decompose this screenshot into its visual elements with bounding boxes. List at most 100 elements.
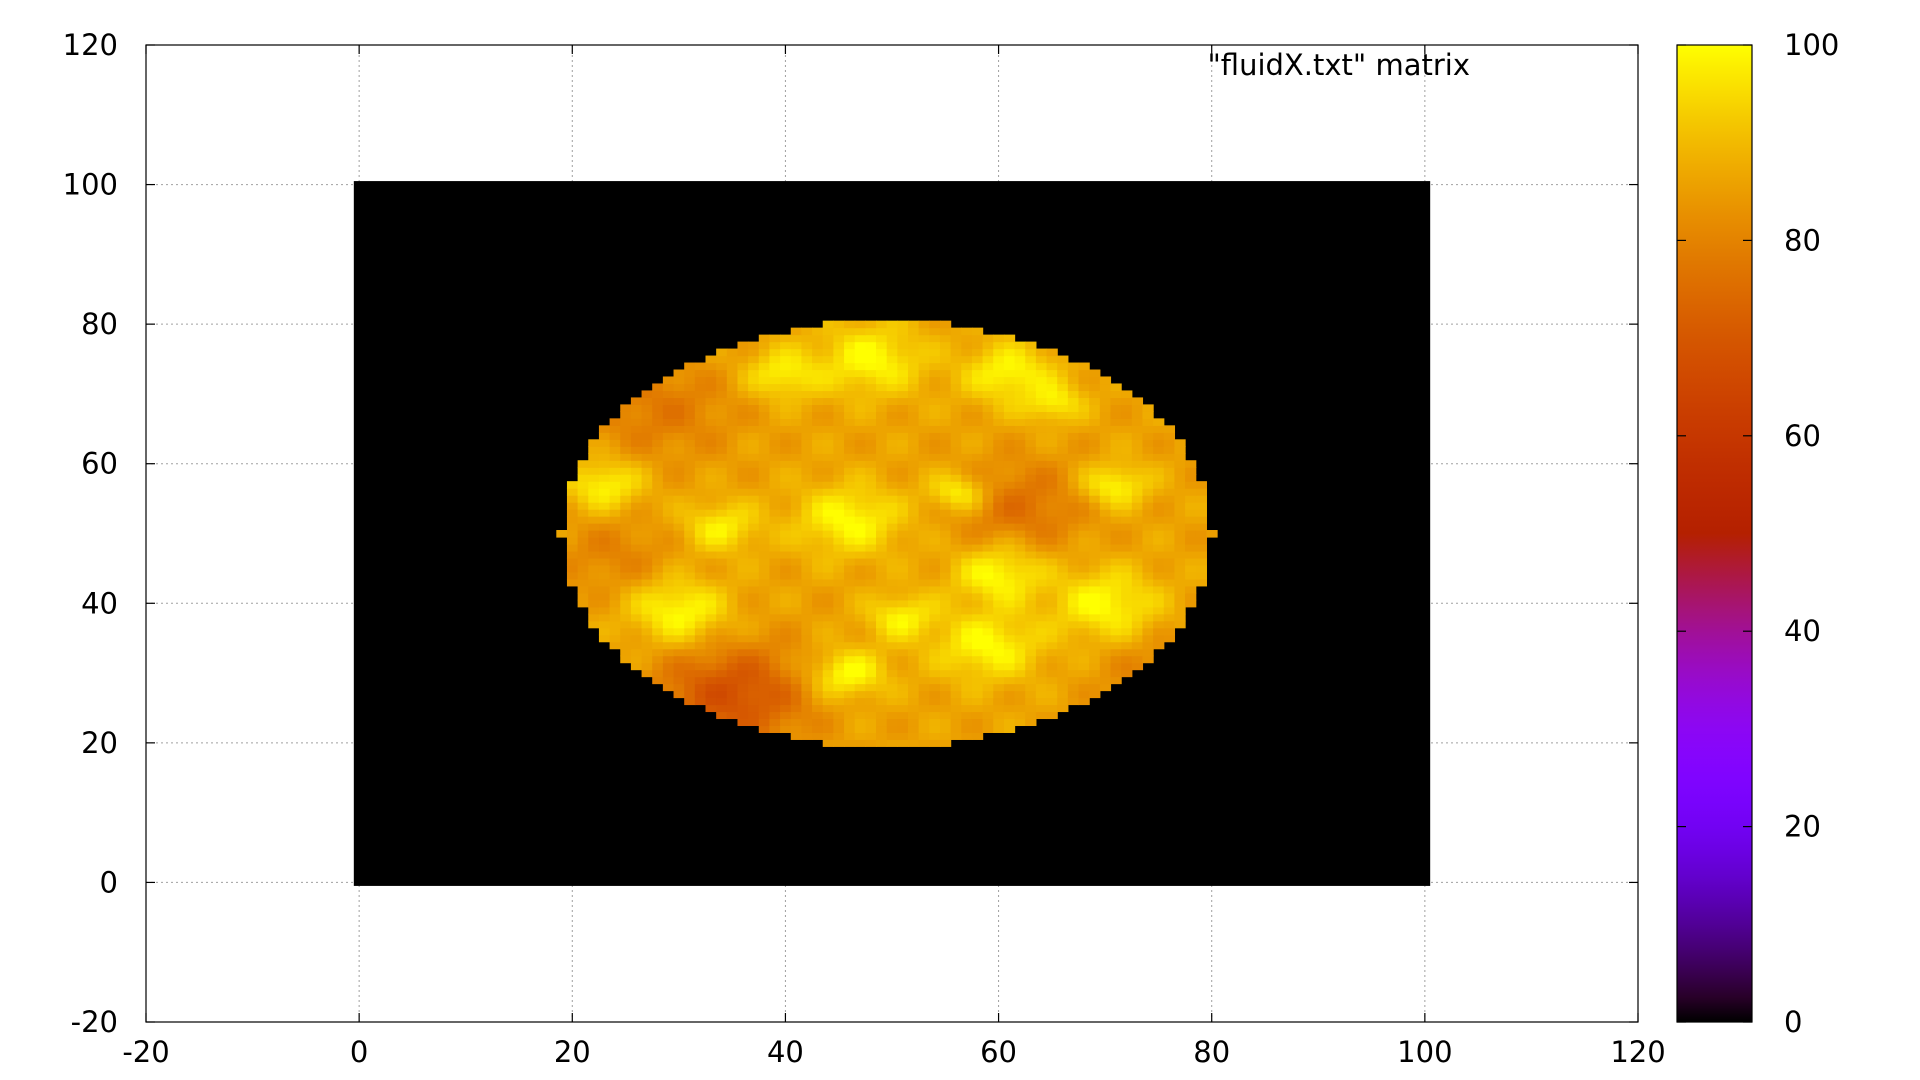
heatmap-cell (822, 341, 834, 350)
heatmap-cell (1142, 516, 1154, 524)
heatmap-cell (1110, 411, 1122, 419)
heatmap-cell (609, 620, 621, 629)
heatmap-cell (1163, 592, 1176, 601)
heatmap-cell (737, 523, 749, 531)
heatmap-cell (918, 606, 930, 615)
heatmap-cell (1078, 362, 1090, 371)
heatmap-cell (716, 502, 728, 510)
heatmap-cell (844, 348, 856, 357)
heatmap-cell (748, 641, 760, 650)
heatmap-cell (705, 376, 717, 385)
heatmap-cell (1131, 620, 1144, 629)
heatmap-cell (598, 550, 611, 559)
heatmap-cell (684, 697, 696, 706)
heatmap-cell (854, 620, 866, 629)
heatmap-cell (769, 725, 781, 733)
heatmap-cell (812, 564, 824, 573)
heatmap-cell (971, 397, 984, 405)
heatmap-cell (993, 509, 1005, 517)
heatmap-cell (993, 341, 1005, 350)
heatmap-cell (982, 690, 994, 699)
heatmap-cell (758, 543, 771, 552)
heatmap-cell (705, 536, 717, 545)
heatmap-cell (844, 634, 856, 643)
heatmap-cell (748, 718, 760, 727)
heatmap-cell (993, 606, 1005, 615)
heatmap-cell (822, 578, 834, 587)
heatmap-cell (982, 620, 994, 629)
heatmap-cell (1014, 355, 1026, 364)
heatmap-cell (1131, 648, 1144, 657)
heatmap-cell (684, 676, 696, 685)
heatmap-cell (716, 523, 728, 531)
heatmap-cell (993, 627, 1005, 636)
heatmap-cell (961, 683, 973, 692)
heatmap-cell (897, 404, 909, 412)
heatmap-cell (1014, 502, 1026, 510)
heatmap-cell (1142, 509, 1154, 517)
heatmap-cell (758, 725, 771, 733)
heatmap-cell (598, 599, 611, 608)
heatmap-cell (1025, 662, 1037, 671)
heatmap-cell (1121, 641, 1133, 650)
heatmap-cell (1035, 362, 1048, 371)
heatmap-cell (737, 543, 749, 552)
heatmap-cell (939, 550, 952, 559)
heatmap-cell (1067, 620, 1080, 629)
heatmap-cell (641, 655, 653, 664)
heatmap-cell (801, 536, 813, 545)
heatmap-cell (961, 509, 973, 517)
heatmap-cell (1046, 704, 1058, 713)
heatmap-cell (1174, 606, 1186, 615)
heatmap-cell (993, 425, 1005, 433)
heatmap-cell (1163, 599, 1176, 608)
heatmap-cell (1003, 502, 1016, 510)
heatmap-cell (1153, 627, 1165, 636)
heatmap-cell (780, 606, 792, 615)
heatmap-cell (1185, 488, 1197, 496)
heatmap-cell (620, 648, 632, 657)
heatmap-cell (854, 564, 866, 573)
heatmap-cell (971, 481, 984, 489)
heatmap-cell (1003, 641, 1016, 650)
heatmap-cell (812, 474, 824, 482)
heatmap-cell (876, 599, 888, 608)
heatmap-cell (737, 718, 749, 727)
heatmap-cell (1142, 536, 1154, 545)
heatmap-cell (1131, 425, 1144, 433)
heatmap-cell (918, 718, 930, 727)
heatmap-cell (801, 509, 813, 517)
heatmap-cell (630, 530, 643, 538)
heatmap-cell (897, 557, 909, 566)
heatmap-cell (705, 516, 717, 524)
heatmap-cell (1046, 711, 1058, 720)
heatmap-cell (705, 460, 717, 468)
heatmap-cell (758, 362, 771, 371)
heatmap-cell (929, 536, 941, 545)
heatmap-cell (662, 418, 675, 426)
heatmap-cell (1025, 704, 1037, 713)
heatmap-cell (1003, 439, 1016, 447)
heatmap-cell (961, 341, 973, 350)
heatmap-cell (897, 348, 909, 357)
heatmap-cell (1067, 627, 1080, 636)
heatmap-cell (1046, 404, 1058, 412)
heatmap-cell (1035, 523, 1048, 531)
heatmap-cell (939, 488, 952, 496)
heatmap-cell (971, 495, 984, 503)
heatmap-cell (641, 467, 653, 475)
heatmap-cell (1025, 613, 1037, 622)
heatmap-cell (1174, 495, 1186, 503)
heatmap-cell (769, 481, 781, 489)
heatmap-cell (556, 530, 568, 538)
heatmap-cell (716, 613, 728, 622)
heatmap-cell (684, 516, 696, 524)
heatmap-cell (769, 676, 781, 685)
heatmap-cell (897, 564, 909, 573)
heatmap-cell (822, 411, 834, 419)
heatmap-cell (833, 516, 845, 524)
heatmap-cell (971, 418, 984, 426)
heatmap-cell (1142, 606, 1154, 615)
heatmap-cell (1025, 718, 1037, 727)
heatmap-cell (1035, 474, 1048, 482)
